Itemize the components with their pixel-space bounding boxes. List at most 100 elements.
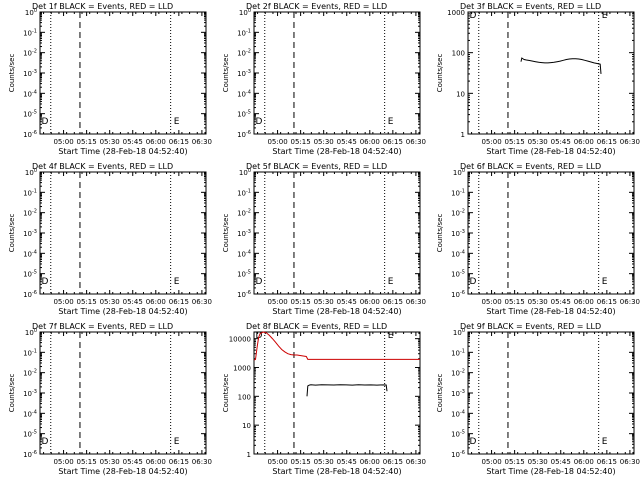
y-tick-label: 10-1: [237, 28, 251, 37]
x-axis-label: Start Time (28-Feb-18 04:52:40): [58, 147, 187, 156]
y-axis-label: Counts/sec: [222, 374, 230, 413]
x-tick-label: 05:00: [267, 298, 287, 306]
x-tick-label: 05:30: [100, 458, 120, 466]
marker-d: D: [470, 277, 477, 287]
marker-e: E: [602, 277, 608, 287]
x-tick-label: 06:00: [360, 458, 380, 466]
panel-5: Det 5f BLACK = Events, RED = LLD Counts/s…: [222, 162, 426, 316]
y-tick-label: 100: [453, 328, 465, 337]
y-tick-label: 10: [242, 422, 251, 430]
x-tick-label: 06:30: [620, 458, 640, 466]
x-axis-label: Start Time (28-Feb-18 04:52:40): [486, 147, 615, 156]
x-tick-label: 05:30: [528, 458, 548, 466]
x-tick-label: 06:30: [620, 298, 640, 306]
plot-frame: [253, 171, 421, 295]
x-tick-label: 05:30: [100, 298, 120, 306]
marker-e: E: [602, 11, 608, 21]
y-tick-label: 10-5: [23, 430, 37, 439]
marker-d: D: [42, 277, 49, 287]
x-tick-label: 05:45: [123, 458, 143, 466]
y-tick-label: 10-3: [237, 229, 251, 238]
plot-frame: [467, 171, 635, 295]
y-tick-label: 10-4: [237, 249, 251, 258]
y-axis-label: Counts/sec: [222, 54, 230, 93]
x-tick-label: 05:30: [314, 298, 334, 306]
x-tick-label: 06:15: [383, 298, 403, 306]
x-tick-label: 06:00: [146, 458, 166, 466]
plot-frame: [467, 11, 635, 135]
x-tick-label: 05:00: [267, 138, 287, 146]
series-line-1: [306, 384, 388, 397]
panel-3: Det 3f BLACK = Events, RED = LLD Counts/s…: [436, 2, 640, 156]
y-tick-label: 10-6: [451, 450, 465, 459]
y-axis-label: Counts/sec: [436, 214, 444, 253]
x-tick-label: 06:30: [620, 138, 640, 146]
panel-title: Det 7f BLACK = Events, RED = LLD: [32, 322, 173, 331]
y-tick-label: 10-1: [23, 188, 37, 197]
y-tick-label: 100: [25, 328, 37, 337]
x-tick-label: 06:30: [406, 298, 426, 306]
x-tick-label: 05:45: [337, 458, 357, 466]
plot-frame: [467, 331, 635, 455]
y-tick-label: 10-5: [451, 270, 465, 279]
y-tick-label: 10-4: [451, 409, 465, 418]
y-tick-label: 100: [239, 8, 251, 17]
x-tick-label: 05:15: [291, 138, 311, 146]
x-tick-label: 05:30: [528, 298, 548, 306]
y-axis-label: Counts/sec: [8, 214, 16, 253]
y-tick-label: 10-5: [23, 270, 37, 279]
y-tick-label: 1000: [233, 364, 251, 372]
panel-1: Det 1f BLACK = Events, RED = LLD Counts/s…: [8, 2, 212, 156]
y-tick-label: 100: [453, 168, 465, 177]
marker-d: D: [256, 117, 263, 127]
y-tick-label: 10: [456, 90, 465, 98]
x-axis-label: Start Time (28-Feb-18 04:52:40): [486, 307, 615, 316]
y-tick-label: 10-6: [237, 130, 251, 139]
y-tick-label: 10-6: [23, 130, 37, 139]
plot-frame: [39, 331, 207, 455]
x-tick-label: 05:30: [314, 138, 334, 146]
plot-frame: [253, 11, 421, 135]
y-tick-label: 10-5: [23, 110, 37, 119]
marker-d: D: [470, 11, 477, 21]
y-tick-label: 10-1: [451, 348, 465, 357]
y-tick-label: 10-2: [23, 369, 37, 378]
y-axis-label: Counts/sec: [222, 214, 230, 253]
x-tick-label: 05:00: [481, 138, 501, 146]
x-tick-label: 05:15: [291, 298, 311, 306]
x-tick-label: 06:15: [597, 298, 617, 306]
y-tick-label: 10-6: [451, 290, 465, 299]
plot-frame: [253, 331, 421, 455]
x-tick-label: 05:45: [551, 138, 571, 146]
y-tick-label: 10-3: [237, 69, 251, 78]
panel-title: Det 9f BLACK = Events, RED = LLD: [460, 322, 601, 331]
y-tick-label: 10-3: [23, 389, 37, 398]
panel-title: Det 4f BLACK = Events, RED = LLD: [32, 162, 173, 171]
panel-title: Det 3f BLACK = Events, RED = LLD: [460, 2, 601, 11]
marker-d: D: [42, 117, 49, 127]
x-tick-label: 05:30: [528, 138, 548, 146]
y-tick-label: 10-2: [451, 209, 465, 218]
x-tick-label: 06:00: [574, 138, 594, 146]
x-tick-label: 05:30: [314, 458, 334, 466]
y-tick-label: 10-1: [23, 28, 37, 37]
marker-e: E: [388, 117, 394, 127]
y-tick-label: 10-1: [451, 188, 465, 197]
panel-8: Det 8f BLACK = Events, RED = LLD Counts/s…: [222, 322, 426, 476]
y-tick-label: 10-6: [23, 450, 37, 459]
series-line-1: [520, 57, 602, 74]
x-tick-label: 05:45: [551, 458, 571, 466]
y-tick-label: 10-5: [451, 430, 465, 439]
y-axis-label: Counts/sec: [436, 54, 444, 93]
y-tick-label: 10-2: [451, 369, 465, 378]
y-axis-label: Counts/sec: [8, 374, 16, 413]
panel-title: Det 1f BLACK = Events, RED = LLD: [32, 2, 173, 11]
y-tick-label: 10-3: [23, 69, 37, 78]
x-tick-label: 06:15: [169, 298, 189, 306]
y-tick-label: 10000: [229, 336, 251, 344]
x-tick-label: 05:15: [77, 298, 97, 306]
marker-e: E: [174, 277, 180, 287]
x-tick-label: 05:00: [481, 298, 501, 306]
marker-e: E: [388, 277, 394, 287]
